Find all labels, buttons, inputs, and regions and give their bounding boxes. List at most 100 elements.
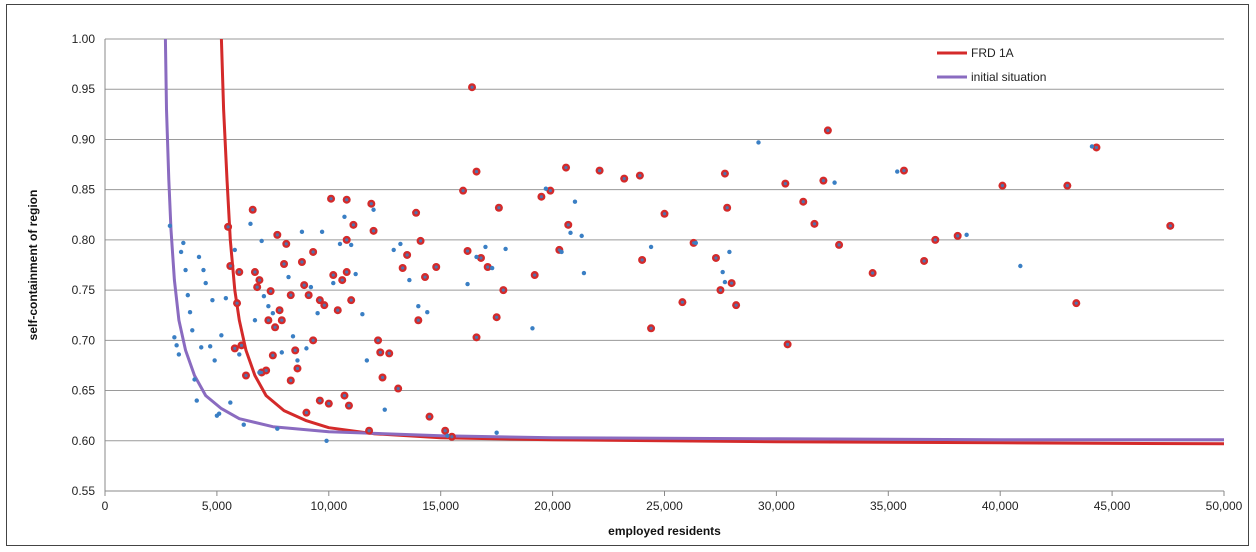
y-tick-label: 0.90 [72,132,96,146]
x-tick-label: 15,000 [422,499,459,513]
red-point-core [347,404,351,408]
x-tick-label: 10,000 [310,499,347,513]
red-point-core [416,318,420,322]
x-tick-label: 45,000 [1094,499,1131,513]
red-point-core [275,233,279,237]
red-point-core [922,259,926,263]
red-point-core [497,206,501,210]
blue-point [360,312,365,317]
blue-point [196,254,202,260]
red-point-core [376,338,380,342]
data-points [167,83,1175,443]
red-point-core [371,229,376,233]
red-point-core [638,174,642,178]
blue-point [337,241,343,247]
blue-point [266,303,271,309]
red-point-core [837,243,841,247]
blue-point [212,358,217,363]
red-point-core [434,265,438,269]
blue-point [286,274,291,280]
red-point-core [322,303,326,307]
blue-point [261,293,267,299]
red-point-core [255,285,259,289]
red-point-core [649,326,653,330]
y-tick-label: 0.65 [72,384,96,398]
red-point-core [304,411,309,415]
blue-point [722,279,728,285]
blue-point [295,358,300,363]
blue-point [187,310,193,315]
blue-point [398,241,403,247]
red-point-core [902,168,906,173]
y-tick-label: 0.95 [72,82,96,96]
blue-point [223,295,229,301]
blue-point [201,267,206,273]
red-point-core [280,318,284,322]
red-point-core [307,293,311,297]
red-point-core [725,206,729,210]
blue-point [232,247,238,253]
red-point-core [427,415,432,419]
blue-point [331,280,336,286]
blue-point [241,422,246,427]
blue-point [248,221,253,227]
red-point-core [479,256,483,260]
blue-point [364,358,370,363]
blue-point [183,267,188,273]
red-point-core [235,301,239,305]
y-tick-label: 0.55 [72,484,96,498]
red-point-core [1094,145,1099,150]
x-tick-label: 20,000 [534,499,571,513]
red-point-core [289,293,293,297]
red-point-core [812,222,817,226]
blue-point [315,311,320,316]
blue-point [445,433,450,438]
x-tick-label: 30,000 [758,499,795,513]
x-tick-label: 35,000 [870,499,907,513]
red-point-core [378,350,382,354]
red-point-core [718,288,723,292]
red-point-core [266,318,270,322]
red-point-core [734,303,738,307]
red-point-core [548,189,552,193]
red-point-core [443,429,447,433]
frd-1a-curve [219,38,1225,446]
red-point-core [418,239,423,243]
red-point-core [273,325,277,329]
blue-point [416,303,421,309]
blue-point [203,280,208,286]
scatter-chart: 0 5,000 10,000 15,000 20,000 25,000 30,000 35,0… [26,32,1243,538]
red-point-core [269,289,273,293]
red-point-core [691,241,696,245]
red-point-core [461,189,465,193]
red-point-core [260,370,264,375]
red-point-core [495,315,499,319]
red-point-core [369,202,373,206]
red-point-core [380,375,385,380]
blue-point [568,230,573,236]
y-tick-label: 0.60 [72,434,96,448]
blue-point [176,352,182,357]
legend-initial-label: initial situation [971,70,1046,84]
red-point-core [327,402,331,406]
red-point-core [1168,224,1172,228]
x-tick-label: 40,000 [982,499,1019,513]
red-point-core [396,386,400,391]
y-axis: 0.55 0.60 0.65 0.70 0.75 0.80 0.85 0.90 0.95 1.00 [72,32,106,498]
blue-point [172,335,177,340]
red-point-core [302,283,306,287]
red-point-core [367,429,371,433]
red-point-core [597,168,602,173]
blue-point [219,333,224,338]
blue-point [216,411,222,416]
red-point-core [826,128,830,133]
red-point-core [271,353,275,357]
x-tick-label: 25,000 [646,499,683,513]
red-point-core [289,378,293,383]
red-point-core [251,208,255,212]
red-point-core [557,248,561,252]
red-point-core [680,300,685,304]
x-tick-label: 0 [102,499,109,513]
blue-point [252,318,258,323]
blue-point [503,246,508,252]
